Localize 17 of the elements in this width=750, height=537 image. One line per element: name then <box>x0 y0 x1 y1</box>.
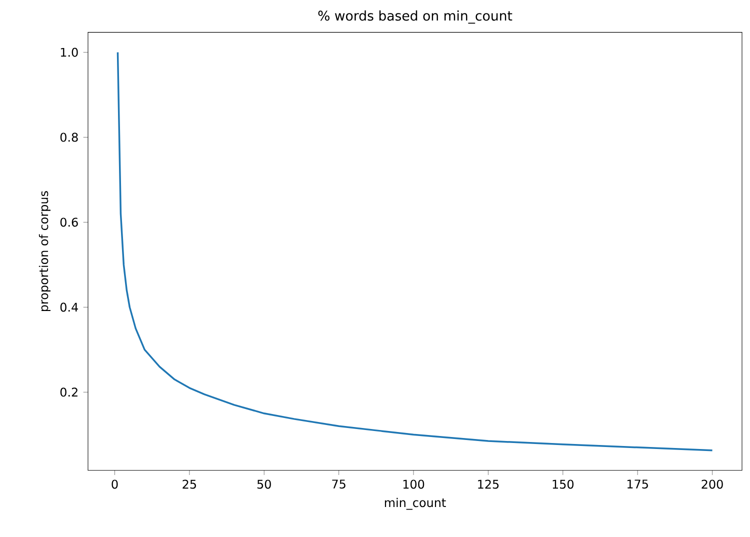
y-tick-label: 0.2 <box>60 388 78 397</box>
x-tick-label: 125 <box>478 480 499 489</box>
y-tick-label: 0.6 <box>60 218 78 227</box>
y-axis-title: proportion of corpus <box>38 191 50 312</box>
x-tick-label: 100 <box>403 480 424 489</box>
x-tick-label: 75 <box>332 480 346 489</box>
x-tick-label: 150 <box>552 480 574 489</box>
x-tick-label: 200 <box>702 480 723 489</box>
y-tick-label: 0.4 <box>60 302 78 312</box>
y-tick-label: 1.0 <box>60 48 78 57</box>
x-tick-label: 175 <box>627 480 648 489</box>
x-tick-label: 50 <box>257 480 271 489</box>
x-axis-title: min_count <box>384 498 446 510</box>
x-tick-label: 0 <box>112 480 118 489</box>
y-tick-label: 0.8 <box>60 132 78 142</box>
x-tick-label: 25 <box>182 480 196 489</box>
chart-title: % words based on min_count <box>318 10 512 24</box>
